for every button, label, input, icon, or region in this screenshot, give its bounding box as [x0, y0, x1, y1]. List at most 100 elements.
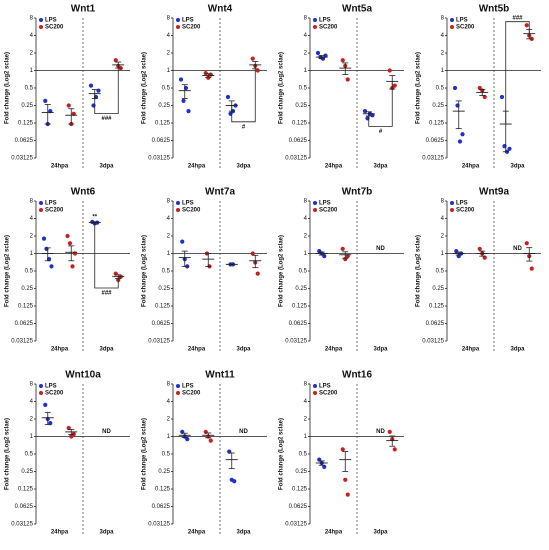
- y-tick-label: 0.125: [155, 304, 171, 310]
- data-point: [208, 438, 213, 443]
- y-tick-label: 0.0625: [152, 504, 171, 510]
- y-tick-label: 0.125: [18, 487, 34, 493]
- data-point: [362, 109, 368, 114]
- legend-label: LPS: [45, 18, 57, 24]
- panel-title: Wnt7a: [205, 187, 235, 198]
- y-tick-label: 4: [304, 33, 308, 39]
- legend-label: LPS: [182, 18, 194, 24]
- legend-marker: [39, 391, 43, 395]
- y-tick-label: 0.25: [432, 286, 444, 292]
- data-point: [225, 94, 231, 100]
- x-tick-label: 24hpa: [325, 530, 343, 536]
- data-point: [43, 98, 48, 103]
- data-point: [250, 56, 255, 61]
- y-tick-label: 4: [441, 33, 445, 39]
- legend-marker: [39, 201, 43, 205]
- legend-label: SC200: [319, 25, 338, 31]
- legend-marker: [39, 208, 43, 212]
- y-tick-label: 0.5: [162, 269, 171, 275]
- data-point: [250, 251, 255, 256]
- legend-label: SC200: [182, 391, 201, 397]
- annotation: ND: [376, 246, 385, 252]
- x-tick-label: 24hpa: [188, 164, 206, 170]
- data-point: [392, 83, 397, 88]
- y-tick-label: 0.25: [158, 286, 170, 292]
- y-tick-label: 8: [441, 199, 445, 205]
- x-tick-label: 24hpa: [51, 347, 69, 353]
- data-point: [392, 447, 397, 452]
- legend-label: LPS: [456, 201, 468, 207]
- data-point: [65, 233, 70, 239]
- y-tick-label: 0.03125: [148, 156, 170, 162]
- data-point: [178, 77, 184, 82]
- y-tick-label: 4: [167, 399, 171, 405]
- data-point: [524, 241, 529, 246]
- y-tick-label: 2: [167, 417, 171, 423]
- y-tick-label: 0.03125: [285, 522, 307, 528]
- data-point: [477, 85, 482, 91]
- y-tick-label: 1: [30, 68, 34, 74]
- y-tick-label: 4: [167, 216, 171, 222]
- y-tick-label: 0.125: [18, 121, 34, 127]
- y-tick-label: 1: [441, 68, 445, 74]
- data-point: [113, 58, 118, 63]
- significance-bracket: [94, 222, 119, 289]
- y-tick-label: 2: [304, 234, 308, 240]
- y-tick-label: 0.25: [158, 469, 170, 475]
- legend-label: LPS: [45, 384, 57, 390]
- y-tick-label: 0.5: [299, 452, 308, 458]
- legend-marker: [176, 208, 180, 212]
- y-tick-label: 0.0625: [152, 138, 171, 144]
- legend-label: LPS: [182, 201, 194, 207]
- y-tick-label: 8: [30, 16, 34, 22]
- legend-label: SC200: [182, 25, 201, 31]
- data-point: [67, 241, 73, 246]
- data-point: [48, 421, 53, 426]
- y-tick-label: 0.03125: [285, 156, 307, 162]
- y-axis-label: Fold change (Log2 sclae): [5, 52, 11, 124]
- data-point: [203, 71, 208, 76]
- legend-marker: [176, 391, 180, 395]
- legend-marker: [176, 18, 180, 22]
- y-tick-label: 0.25: [295, 103, 307, 109]
- data-point: [43, 402, 48, 407]
- annotation: ND: [513, 246, 522, 252]
- y-tick-label: 8: [30, 382, 34, 388]
- y-tick-label: 0.5: [436, 269, 445, 275]
- y-tick-label: 1: [167, 251, 171, 257]
- panel-title: Wnt9a: [479, 187, 509, 198]
- y-tick-label: 0.03125: [148, 522, 170, 528]
- data-point: [255, 271, 260, 276]
- panel-title: Wnt7b: [342, 187, 373, 198]
- x-tick-label: 3dpa: [510, 347, 525, 353]
- data-point: [524, 23, 529, 28]
- y-tick-label: 2: [30, 51, 34, 57]
- y-tick-label: 0.125: [292, 487, 308, 493]
- data-point: [340, 246, 345, 251]
- data-point: [41, 236, 47, 241]
- y-tick-label: 8: [30, 199, 34, 205]
- y-axis-label: Fold change (Log2 sclae): [416, 235, 422, 307]
- panel-title: Wnt10a: [65, 370, 101, 381]
- data-point: [71, 431, 76, 437]
- y-tick-label: 0.03125: [148, 339, 170, 345]
- x-tick-label: 3dpa: [236, 530, 251, 536]
- y-tick-label: 1: [441, 251, 445, 257]
- y-tick-label: 4: [30, 33, 34, 39]
- y-tick-label: 8: [304, 382, 308, 388]
- annotation: ND: [376, 429, 385, 435]
- y-tick-label: 0.0625: [289, 504, 308, 510]
- y-tick-label: 0.125: [292, 121, 308, 127]
- legend-label: LPS: [319, 201, 331, 207]
- y-tick-label: 0.0625: [289, 138, 308, 144]
- x-tick-label: 3dpa: [99, 530, 114, 536]
- data-point: [322, 464, 327, 469]
- y-tick-label: 0.03125: [11, 156, 33, 162]
- panel-title: Wnt6: [71, 187, 96, 198]
- legend-label: SC200: [456, 208, 475, 214]
- y-tick-label: 2: [304, 51, 308, 57]
- y-tick-label: 0.03125: [285, 339, 307, 345]
- legend-marker: [176, 201, 180, 205]
- legend-marker: [313, 18, 317, 22]
- legend-label: LPS: [182, 384, 194, 390]
